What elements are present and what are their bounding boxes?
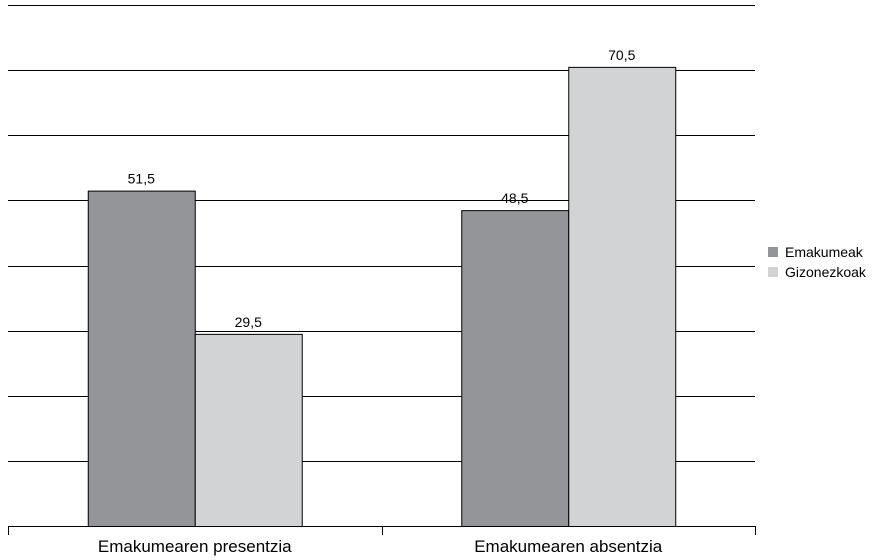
legend-swatch-emakumeak [768,247,778,257]
data-label: 51,5 [128,171,155,187]
x-axis: Emakumearen presentzia Emakumearen absent… [8,526,756,556]
data-label: 48,5 [501,190,528,206]
bars: 51,5 29,5 48,5 70,5 [87,47,677,528]
legend-swatch-gizonezkoak [768,267,778,277]
bar [461,210,570,528]
legend-label-gizonezkoak: Gizonezkoak [785,264,867,280]
bar [568,66,677,528]
bar [87,190,196,527]
x-tick-label: Emakumearen absentzia [474,537,663,556]
data-label: 29,5 [235,314,262,330]
bar [194,333,303,527]
legend: Emakumeak Gizonezkoak [768,244,867,280]
data-label: 70,5 [608,47,635,63]
x-tick-label: Emakumearen presentzia [98,537,292,556]
legend-label-emakumeak: Emakumeak [785,244,864,260]
